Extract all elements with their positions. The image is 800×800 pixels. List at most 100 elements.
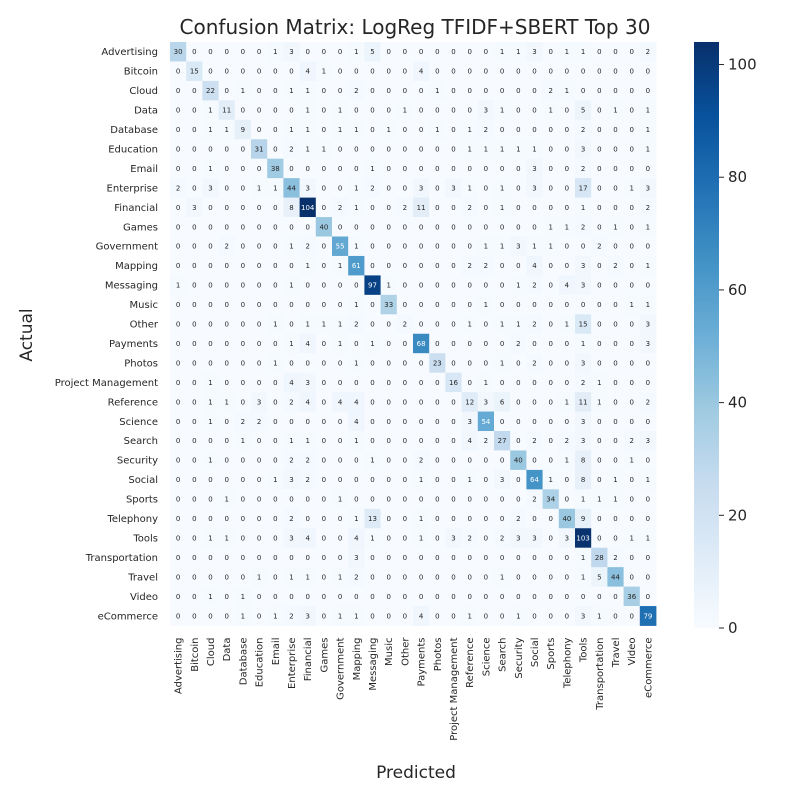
cell-value-label: 0 [322, 48, 326, 56]
heatmap-cell [413, 217, 430, 237]
cell-value-label: 3 [305, 184, 309, 192]
x-tick-label-security: Security [514, 637, 525, 678]
cell-value-label: 1 [532, 145, 536, 153]
cell-value-label: 3 [451, 534, 455, 542]
cell-value-label: 0 [241, 340, 245, 348]
cell-value-label: 0 [435, 593, 439, 601]
heatmap-cell [510, 158, 527, 179]
heatmap-cell [477, 197, 495, 218]
heatmap-cell [445, 314, 462, 335]
heatmap-cell [429, 139, 446, 160]
heatmap-cell [299, 411, 317, 432]
cell-value-label: 0 [208, 301, 212, 309]
heatmap-cell [170, 489, 187, 510]
cell-value-label: 0 [500, 282, 504, 290]
x-tick-label-government: Government [336, 637, 347, 699]
heatmap-cell [607, 431, 624, 451]
cell-value-label: 2 [305, 243, 309, 251]
chart-title: Confusion Matrix: LogReg TFIDF+SBERT Top… [180, 15, 651, 39]
cell-value-label: 1 [613, 476, 617, 484]
heatmap-cell [202, 333, 219, 354]
cell-value-label: 0 [322, 301, 326, 309]
cell-value-label: 1 [289, 573, 293, 581]
cell-value-label: 1 [257, 184, 261, 192]
cell-value-label: 0 [241, 554, 245, 562]
heatmap-cell [170, 314, 187, 335]
heatmap-cell [364, 197, 381, 218]
cell-value-label: 0 [597, 457, 601, 465]
heatmap-cell [396, 100, 414, 121]
heatmap-cell [575, 139, 592, 160]
heatmap-cell [251, 547, 268, 568]
cell-value-label: 0 [597, 476, 601, 484]
cell-value-label: 0 [581, 593, 585, 601]
heatmap-cell [332, 139, 349, 160]
heatmap-cell [267, 119, 284, 140]
cell-value-label: 0 [386, 184, 390, 192]
cell-value-label: 0 [500, 379, 504, 387]
cell-value-label: 1 [354, 612, 358, 620]
heatmap-cell [202, 80, 219, 101]
cell-value-label: 0 [386, 379, 390, 387]
heatmap-cell [218, 294, 236, 315]
heatmap-cell [202, 353, 219, 374]
cell-value-label: 2 [289, 398, 293, 406]
heatmap-cell [591, 353, 608, 374]
heatmap-cell [170, 80, 187, 101]
cell-value-label: 0 [224, 145, 228, 153]
cell-value-label: 0 [548, 184, 552, 192]
cell-value-label: 0 [516, 223, 520, 231]
heatmap-cell [251, 197, 268, 218]
cell-value-label: 3 [581, 418, 585, 426]
cell-value-label: 0 [176, 126, 180, 134]
cell-value-label: 0 [629, 340, 633, 348]
cell-value-label: 0 [370, 223, 374, 231]
heatmap-cell [607, 139, 624, 160]
cell-value-label: 4 [305, 398, 310, 406]
heatmap-cell [542, 158, 560, 179]
heatmap-cell [607, 119, 624, 140]
heatmap-cell [380, 567, 398, 587]
heatmap-cell [234, 469, 252, 490]
cell-value-label: 0 [548, 437, 552, 445]
cell-value-label: 0 [451, 301, 455, 309]
heatmap-cell [413, 431, 430, 451]
cell-value-label: 1 [273, 612, 277, 620]
cell-value-label: 0 [322, 554, 326, 562]
cell-value-label: 0 [484, 593, 488, 601]
heatmap-cell [283, 586, 300, 607]
cell-value-label: 0 [548, 359, 552, 367]
heatmap-cell [542, 61, 560, 82]
cell-value-label: 1 [467, 184, 471, 192]
heatmap-cell [477, 392, 495, 412]
heatmap-cell [575, 314, 592, 335]
heatmap-cell [591, 236, 608, 257]
cell-value-label: 0 [273, 145, 277, 153]
heatmap-cell [591, 508, 608, 529]
cell-value-label: 3 [565, 534, 569, 542]
heatmap-cell [461, 547, 479, 568]
cell-value-label: 1 [516, 282, 520, 290]
cell-value-label: 0 [257, 107, 261, 115]
cell-value-label: 0 [176, 359, 180, 367]
cell-value-label: 0 [532, 340, 536, 348]
heatmap-cell [267, 197, 284, 218]
heatmap-cell [494, 275, 511, 296]
heatmap-cell [639, 528, 657, 549]
y-tick-label-music: Music [130, 300, 158, 311]
heatmap-cell [315, 333, 333, 354]
cell-value-label: 1 [386, 282, 390, 290]
cell-value-label: 0 [646, 87, 650, 95]
y-tick-label-payments: Payments [109, 339, 158, 350]
cell-value-label: 0 [224, 515, 228, 523]
heatmap-cell [461, 508, 479, 529]
heatmap-cell [380, 255, 398, 276]
cell-value-label: 0 [386, 573, 390, 581]
heatmap-cell [461, 236, 479, 257]
cell-value-label: 0 [548, 534, 552, 542]
cell-value-label: 0 [581, 68, 585, 76]
cell-value-label: 36 [627, 593, 636, 601]
heatmap-cell [380, 411, 398, 432]
heatmap-cell [639, 158, 657, 179]
heatmap-cell [526, 255, 543, 276]
